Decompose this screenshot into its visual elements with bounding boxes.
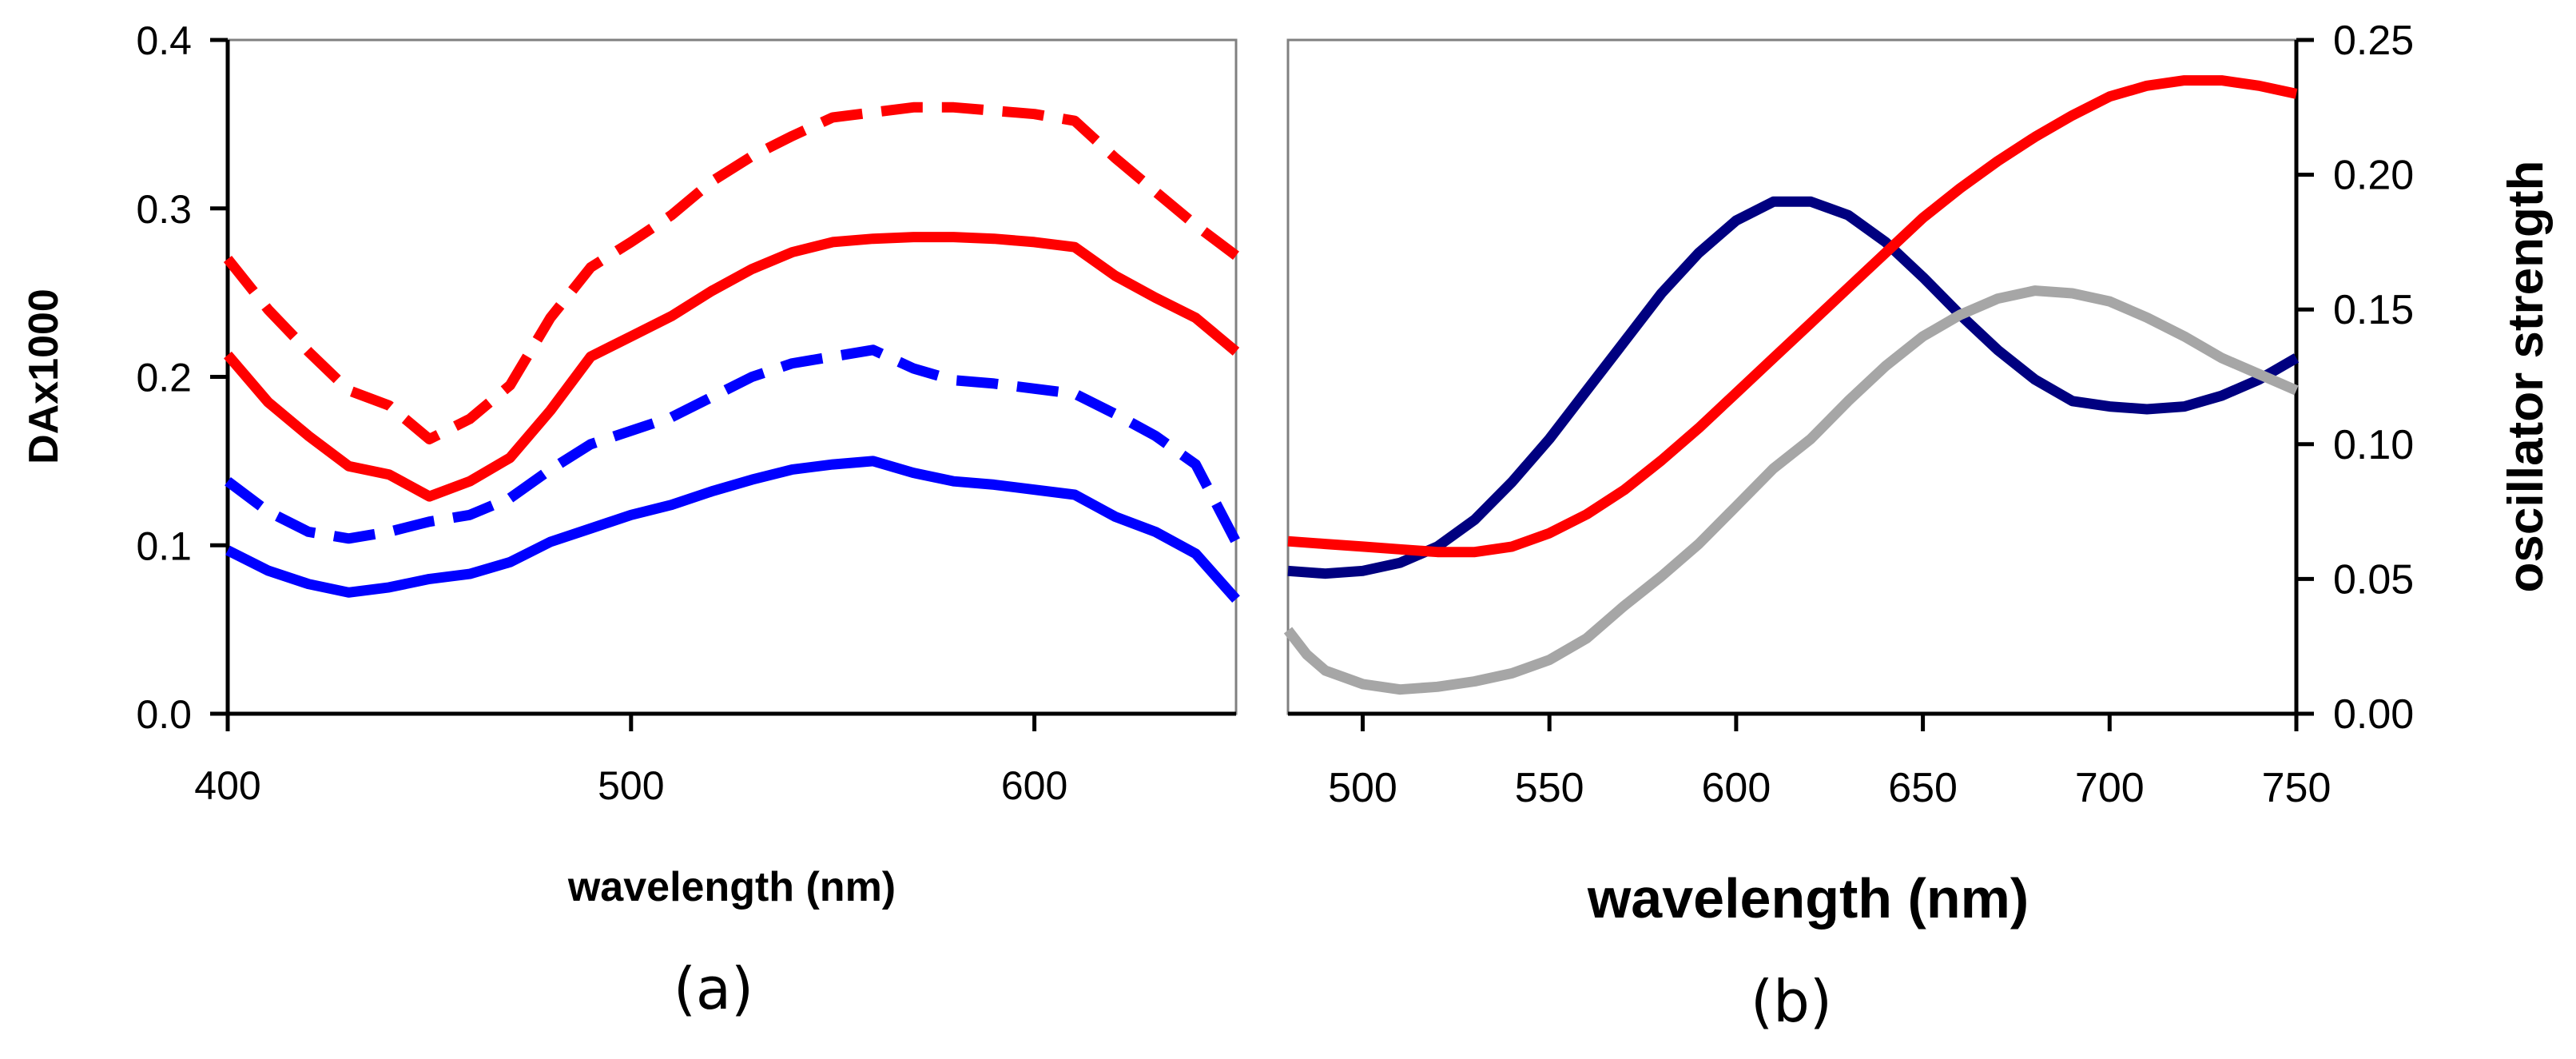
- panel-b: 0.00 0.05 0.10 0.15 0.20 0.25 500 550 600 650 700…: [1283, 18, 2554, 1035]
- panel-b-x-axis-label: wavelength (nm): [1587, 867, 2029, 930]
- panel-a-x-tick-label: 500: [598, 763, 664, 808]
- panel-a-y-tick-label: 0.0: [136, 692, 192, 737]
- panel-a-series-blue-solid-line: [225, 456, 1240, 603]
- panel-a-x-tick-label: 400: [194, 763, 260, 808]
- panel-a-series: [223, 102, 1241, 603]
- panel-b-y-tick-label: 0.00: [2333, 691, 2414, 738]
- panel-b-x-tick-label: 600: [1702, 765, 1771, 811]
- panel-b-series-navy-line: [1287, 196, 2300, 579]
- panel-a-x-ticks: 400 500 600: [194, 714, 1067, 808]
- panel-a-series-red-dashed-line: [223, 102, 1239, 444]
- panel-b-y-tick-label: 0.15: [2333, 287, 2414, 333]
- panel-b-x-ticks: 500 550 600 650 700 750: [1328, 714, 2331, 811]
- panel-b-x-tick-label: 500: [1328, 765, 1397, 811]
- panel-b-y-tick-label: 0.20: [2333, 153, 2414, 199]
- panel-b-y-tick-label: 0.25: [2333, 18, 2414, 64]
- panel-a-x-tick-label: 600: [1001, 763, 1067, 808]
- panel-b-series-red-line: [1287, 75, 2298, 558]
- panel-a-caption: (a): [674, 955, 753, 1022]
- panel-a-y-ticks: 0.0 0.1 0.2 0.3 0.4: [136, 18, 228, 737]
- panel-b-y-axis-label: oscillator strength: [2498, 161, 2554, 593]
- panel-b-series: [1283, 75, 2300, 695]
- panel-a-y-tick-label: 0.2: [136, 356, 192, 400]
- panel-b-caption: (b): [1751, 968, 1832, 1035]
- panel-b-y-ticks: 0.00 0.05 0.10 0.15 0.20 0.25: [2296, 18, 2414, 738]
- panel-a-y-tick-label: 0.1: [136, 524, 192, 568]
- panel-a-plot-area: [226, 38, 1238, 715]
- panel-a-series-red-solid-line: [224, 232, 1240, 502]
- panel-b-x-tick-label: 550: [1515, 765, 1584, 811]
- panel-b-x-tick-label: 750: [2262, 765, 2332, 811]
- panel-b-plot-area: [1286, 38, 2298, 715]
- panel-b-y-tick-label: 0.10: [2333, 422, 2414, 468]
- panel-a-y-axis-label: DAx1000: [21, 289, 67, 464]
- panel-a-y-tick-label: 0.4: [136, 18, 192, 63]
- panel-a-y-tick-label: 0.3: [136, 187, 192, 232]
- panel-b-series-gray-line: [1283, 285, 2299, 695]
- panel-a-series-blue-dashed-line: [225, 344, 1241, 545]
- panel-b-x-tick-label: 700: [2075, 765, 2145, 811]
- panel-b-y-tick-label: 0.05: [2333, 556, 2414, 603]
- panel-a-x-axis-label: wavelength (nm): [567, 864, 896, 910]
- panel-b-x-tick-label: 650: [1888, 765, 1958, 811]
- panel-a: 0.0 0.1 0.2 0.3 0.4 400 500 600 DAx1000 wavele…: [21, 18, 1241, 1022]
